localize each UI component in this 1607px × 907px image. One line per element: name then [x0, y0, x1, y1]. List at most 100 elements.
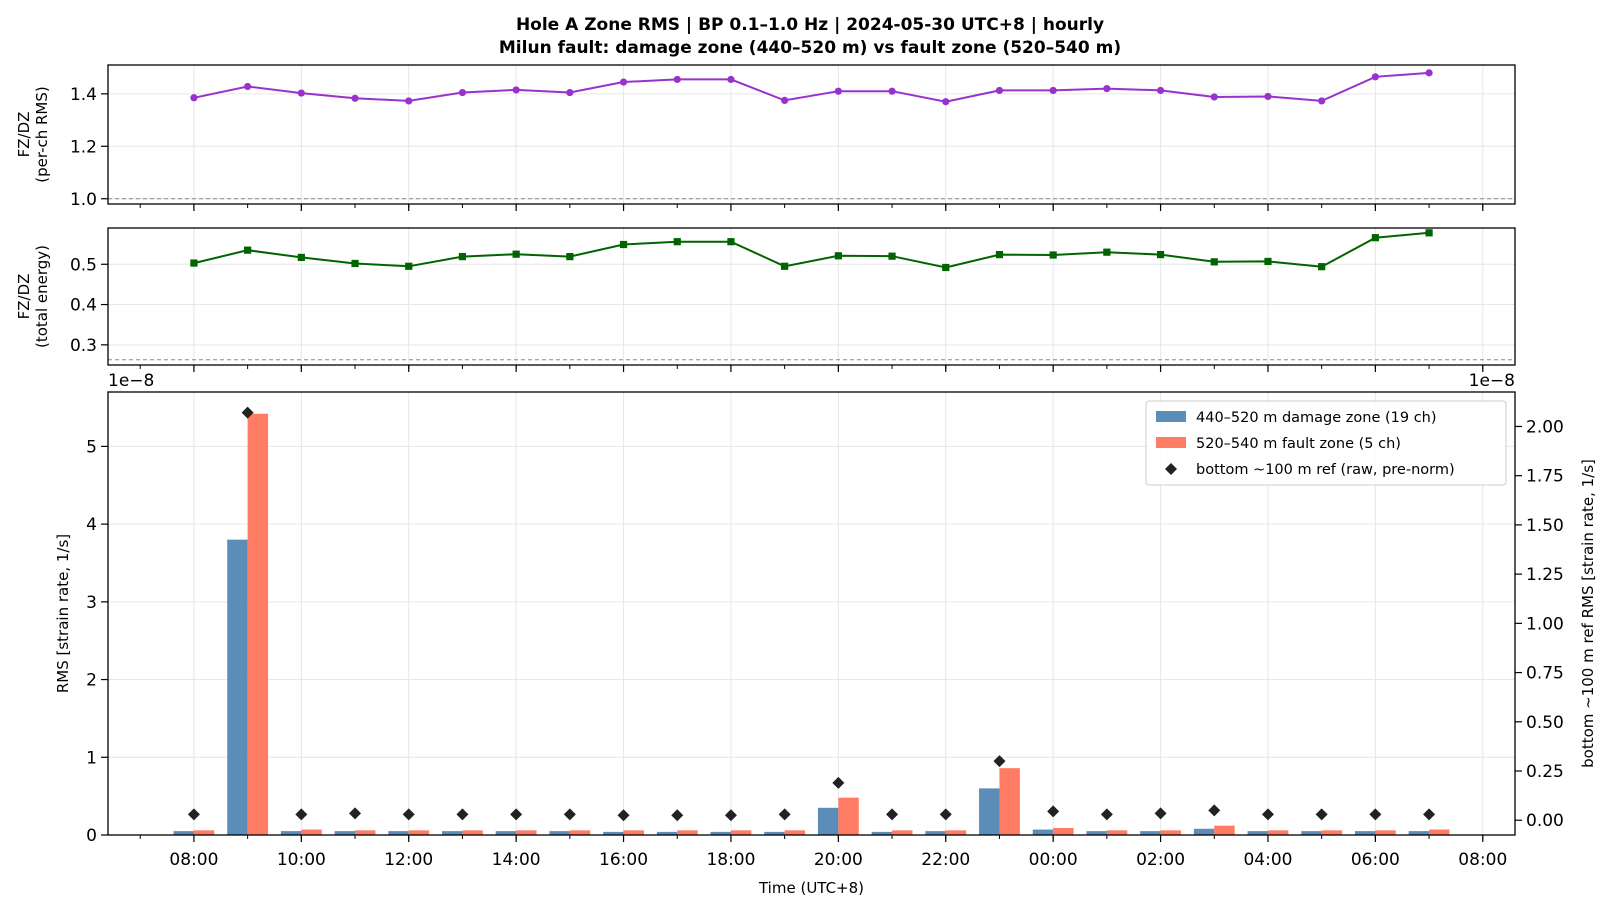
- bar-damage-zone: [1301, 831, 1322, 835]
- marker-bottom-ref: [1208, 804, 1221, 817]
- marker-bottom-ref: [1423, 808, 1436, 821]
- y-axis-label: FZ/DZ: [15, 112, 33, 158]
- data-point: [566, 88, 574, 97]
- panel-zone-rms-bars: 0 1 2 3 4 5 08:00 10:00 12:00 14:00 16:00 18:00 20:0…: [54, 371, 1597, 897]
- bar-damage-zone: [603, 831, 624, 835]
- series-line: [193, 231, 1430, 269]
- data-point: [1371, 234, 1379, 242]
- data-point: [1318, 263, 1326, 271]
- data-point: [405, 262, 413, 270]
- bar-fault-zone: [301, 829, 322, 835]
- marker-bottom-ref: [671, 809, 684, 822]
- series-line: [193, 71, 1430, 103]
- data-point: [942, 98, 950, 106]
- bar-damage-zone: [925, 831, 946, 835]
- y-tick-label: 0.5: [70, 255, 97, 275]
- marker-bottom-ref: [724, 809, 737, 822]
- y2-tick-label: 1.25: [1526, 565, 1564, 585]
- marker-bottom-ref: [563, 808, 576, 821]
- data-point: [244, 82, 252, 91]
- x-tick-label: 16:00: [599, 850, 648, 870]
- data-point: [190, 94, 198, 102]
- y-tick-label: 1.4: [70, 85, 97, 105]
- x-tick-label: 06:00: [1351, 850, 1400, 870]
- data-point: [619, 78, 628, 86]
- marker-bottom-ref: [939, 808, 952, 821]
- bar-fault-zone: [838, 797, 859, 835]
- bar-fault-zone: [677, 830, 698, 835]
- bar-fault-zone: [408, 830, 430, 835]
- bar-fault-zone: [784, 830, 806, 835]
- x-tick-label: 02:00: [1136, 850, 1185, 870]
- bar-fault-zone: [355, 830, 376, 835]
- marker-bottom-ref: [1154, 807, 1167, 820]
- bar-fault-zone: [193, 830, 215, 835]
- bar-damage-zone: [334, 831, 356, 835]
- axes-frame: [107, 391, 1516, 836]
- data-point: [1264, 257, 1272, 266]
- data-point: [995, 250, 1004, 259]
- y-tick-label: 0.4: [70, 296, 97, 316]
- data-point: [297, 89, 305, 97]
- data-point: [834, 252, 842, 260]
- legend-marker-bottom-ref: [1165, 463, 1177, 475]
- bar-damage-zone: [1032, 829, 1054, 835]
- data-point: [351, 259, 359, 268]
- legend-swatch-fault-zone: [1156, 437, 1186, 448]
- data-point: [1049, 251, 1057, 259]
- y-tick-label: 4: [86, 515, 97, 535]
- marker-bottom-ref: [402, 808, 415, 821]
- y-tick-label: 3: [86, 593, 97, 613]
- data-point: [781, 96, 789, 105]
- marker-bottom-ref: [1261, 808, 1274, 821]
- data-point: [1425, 229, 1433, 237]
- bar-fault-zone: [945, 830, 967, 835]
- marker-bottom-ref: [617, 809, 630, 822]
- x-tick-label: 08:00: [169, 850, 218, 870]
- marker-bottom-ref: [993, 755, 1006, 768]
- data-point: [1103, 248, 1111, 256]
- legend-label-bottom-ref: bottom ~100 m ref (raw, pre-norm): [1196, 462, 1455, 478]
- data-point: [566, 253, 574, 261]
- data-point: [834, 87, 842, 95]
- data-point: [351, 94, 359, 102]
- x-tick-label: 18:00: [706, 850, 755, 870]
- y-axis-label: RMS [strain rate, 1/s]: [54, 534, 72, 693]
- y-tick-label: 1: [86, 748, 97, 768]
- marker-bottom-ref: [456, 808, 469, 821]
- data-point: [190, 259, 198, 267]
- bar-fault-zone: [1106, 830, 1128, 835]
- data-point: [1049, 86, 1057, 95]
- y-tick-label: 5: [86, 437, 97, 457]
- y2-tick-label: 0.00: [1526, 811, 1564, 831]
- marker-bottom-ref: [510, 808, 523, 821]
- bar-damage-zone: [549, 831, 570, 835]
- y2-tick-label: 0.50: [1526, 713, 1564, 733]
- legend-box: [1145, 400, 1507, 486]
- bar-damage-zone: [871, 831, 893, 835]
- bar-fault-zone: [999, 768, 1020, 835]
- bar-damage-zone: [1140, 831, 1161, 835]
- marker-bottom-ref: [295, 808, 308, 821]
- marker-bottom-ref: [1100, 808, 1113, 821]
- data-point: [995, 86, 1004, 95]
- chart-title-line2: Milun fault: damage zone (440–520 m) vs …: [499, 38, 1121, 58]
- data-point: [1210, 93, 1218, 101]
- marker-bottom-ref: [187, 808, 200, 821]
- data-point: [673, 238, 681, 246]
- bar-fault-zone: [1160, 830, 1181, 835]
- y2-axis-label: bottom ~100 m ref RMS [strain rate, 1/s]: [1579, 459, 1597, 768]
- bar-damage-zone: [388, 831, 409, 835]
- x-tick-label: 14:00: [492, 850, 541, 870]
- bar-damage-zone: [442, 831, 463, 835]
- x-tick-label: 12:00: [384, 850, 433, 870]
- bar-fault-zone: [730, 830, 752, 835]
- y-axis-label: (total energy): [33, 245, 51, 348]
- data-point: [1156, 250, 1165, 259]
- x-tick-label: 00:00: [1029, 850, 1078, 870]
- bar-damage-zone: [280, 831, 302, 835]
- bar-damage-zone: [1247, 831, 1268, 835]
- legend-swatch-damage-zone: [1156, 411, 1186, 422]
- bar-damage-zone: [656, 831, 678, 835]
